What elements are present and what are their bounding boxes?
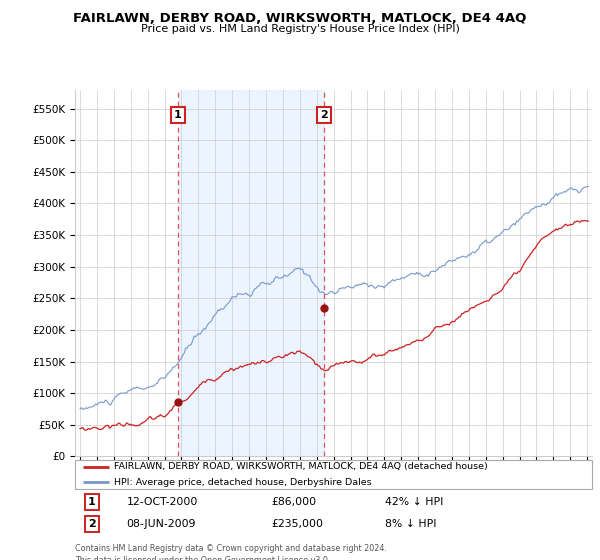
Text: Price paid vs. HM Land Registry's House Price Index (HPI): Price paid vs. HM Land Registry's House … bbox=[140, 24, 460, 34]
Text: Contains HM Land Registry data © Crown copyright and database right 2024.
This d: Contains HM Land Registry data © Crown c… bbox=[75, 544, 387, 560]
FancyBboxPatch shape bbox=[75, 460, 592, 489]
Text: 2: 2 bbox=[88, 519, 95, 529]
Text: 08-JUN-2009: 08-JUN-2009 bbox=[127, 519, 196, 529]
Text: 8% ↓ HPI: 8% ↓ HPI bbox=[385, 519, 437, 529]
Text: 2: 2 bbox=[320, 110, 328, 120]
Text: 1: 1 bbox=[88, 497, 95, 507]
Text: £235,000: £235,000 bbox=[272, 519, 323, 529]
Text: 42% ↓ HPI: 42% ↓ HPI bbox=[385, 497, 443, 507]
Text: £86,000: £86,000 bbox=[272, 497, 317, 507]
Text: 1: 1 bbox=[174, 110, 182, 120]
Text: FAIRLAWN, DERBY ROAD, WIRKSWORTH, MATLOCK, DE4 4AQ: FAIRLAWN, DERBY ROAD, WIRKSWORTH, MATLOC… bbox=[73, 12, 527, 25]
Text: HPI: Average price, detached house, Derbyshire Dales: HPI: Average price, detached house, Derb… bbox=[114, 478, 371, 487]
Text: FAIRLAWN, DERBY ROAD, WIRKSWORTH, MATLOCK, DE4 4AQ (detached house): FAIRLAWN, DERBY ROAD, WIRKSWORTH, MATLOC… bbox=[114, 462, 488, 471]
Text: 12-OCT-2000: 12-OCT-2000 bbox=[127, 497, 198, 507]
